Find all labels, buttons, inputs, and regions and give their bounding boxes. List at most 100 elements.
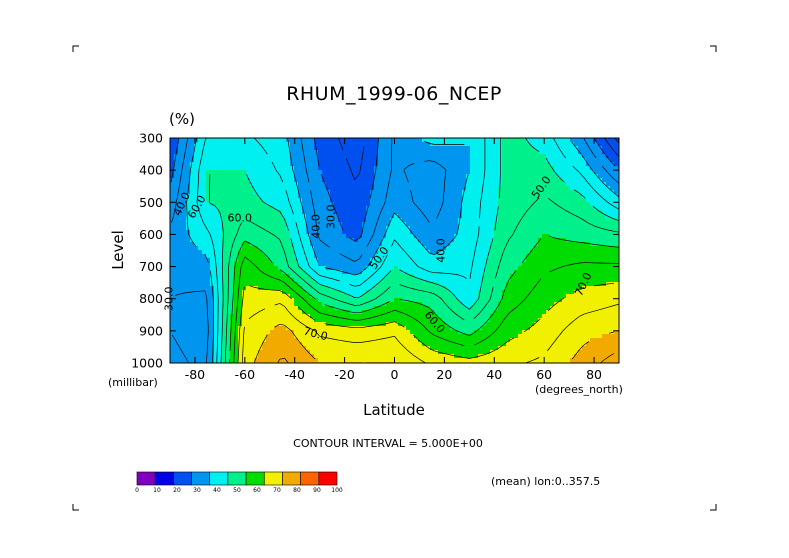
contour-cell — [306, 158, 311, 163]
contour-cell — [174, 158, 179, 163]
contour-cell — [310, 310, 315, 315]
contour-cell — [442, 162, 447, 167]
contour-cell — [202, 198, 207, 203]
contour-cell — [398, 174, 403, 179]
contour-cell — [326, 202, 331, 207]
contour-cell — [250, 142, 255, 147]
contour-cell — [350, 346, 355, 351]
contour-cell — [190, 166, 195, 171]
contour-cell — [422, 210, 427, 215]
contour-cell — [254, 326, 259, 331]
contour-cell — [434, 358, 439, 363]
contour-cell — [170, 298, 175, 303]
contour-cell — [514, 170, 519, 175]
contour-cell — [170, 314, 175, 319]
contour-cell — [506, 246, 511, 251]
contour-cell — [438, 290, 443, 295]
contour-cell — [214, 186, 219, 191]
contour-cell — [366, 294, 371, 299]
contour-cell — [458, 230, 463, 235]
contour-cell — [346, 334, 351, 339]
contour-cell — [250, 282, 255, 287]
contour-cell — [454, 218, 459, 223]
contour-cell — [458, 186, 463, 191]
contour-cell — [382, 210, 387, 215]
contour-cell — [398, 342, 403, 347]
contour-cell — [246, 310, 251, 315]
contour-cell — [334, 262, 339, 267]
contour-cell — [454, 206, 459, 211]
contour-cell — [434, 330, 439, 335]
contour-cell — [474, 170, 479, 175]
contour-cell — [426, 166, 431, 171]
contour-cell — [494, 198, 499, 203]
contour-cell — [194, 242, 199, 247]
contour-cell — [410, 166, 415, 171]
contour-cell — [362, 198, 367, 203]
contour-cell — [374, 254, 379, 259]
contour-cell — [458, 274, 463, 279]
contour-cell — [262, 138, 267, 143]
contour-cell — [518, 238, 523, 243]
contour-cell — [430, 334, 435, 339]
contour-cell — [366, 162, 371, 167]
contour-cell — [426, 186, 431, 191]
contour-cell — [506, 146, 511, 151]
contour-cell — [186, 254, 191, 259]
contour-cell — [290, 274, 295, 279]
contour-cell — [430, 282, 435, 287]
contour-cell — [362, 210, 367, 215]
contour-cell — [286, 226, 291, 231]
contour-cell — [286, 290, 291, 295]
contour-cell — [430, 246, 435, 251]
contour-cell — [334, 222, 339, 227]
contour-cell — [250, 218, 255, 223]
contour-cell — [262, 166, 267, 171]
contour-cell — [366, 334, 371, 339]
contour-cell — [374, 186, 379, 191]
contour-cell — [418, 186, 423, 191]
contour-cell — [350, 170, 355, 175]
contour-cell — [186, 354, 191, 359]
contour-cell — [418, 314, 423, 319]
contour-cell — [330, 342, 335, 347]
contour-cell — [242, 302, 247, 307]
contour-cell — [218, 326, 223, 331]
contour-cell — [250, 306, 255, 311]
contour-cell — [350, 262, 355, 267]
contour-cell — [258, 258, 263, 263]
contour-cell — [398, 254, 403, 259]
contour-cell — [190, 298, 195, 303]
contour-cell — [382, 198, 387, 203]
contour-cell — [498, 266, 503, 271]
contour-cell — [366, 270, 371, 275]
contour-cell — [254, 214, 259, 219]
contour-cell — [262, 354, 267, 359]
contour-cell — [238, 214, 243, 219]
contour-cell — [374, 182, 379, 187]
contour-cell — [482, 306, 487, 311]
contour-cell — [274, 350, 279, 355]
contour-cell — [490, 214, 495, 219]
contour-cell — [366, 338, 371, 343]
contour-cell — [430, 150, 435, 155]
contour-cell — [242, 294, 247, 299]
contour-cell — [394, 170, 399, 175]
contour-cell — [290, 334, 295, 339]
contour-cell — [274, 242, 279, 247]
contour-cell — [218, 346, 223, 351]
contour-cell — [282, 214, 287, 219]
contour-cell — [322, 142, 327, 147]
contour-cell — [470, 194, 475, 199]
contour-cell — [234, 294, 239, 299]
contour-cell — [430, 254, 435, 259]
contour-cell — [174, 138, 179, 143]
contour-cell — [366, 166, 371, 171]
contour-cell — [270, 138, 275, 143]
contour-cell — [206, 298, 211, 303]
contour-cell — [306, 170, 311, 175]
contour-cell — [250, 174, 255, 179]
contour-cell — [454, 158, 459, 163]
contour-cell — [202, 146, 207, 151]
contour-cell — [294, 146, 299, 151]
